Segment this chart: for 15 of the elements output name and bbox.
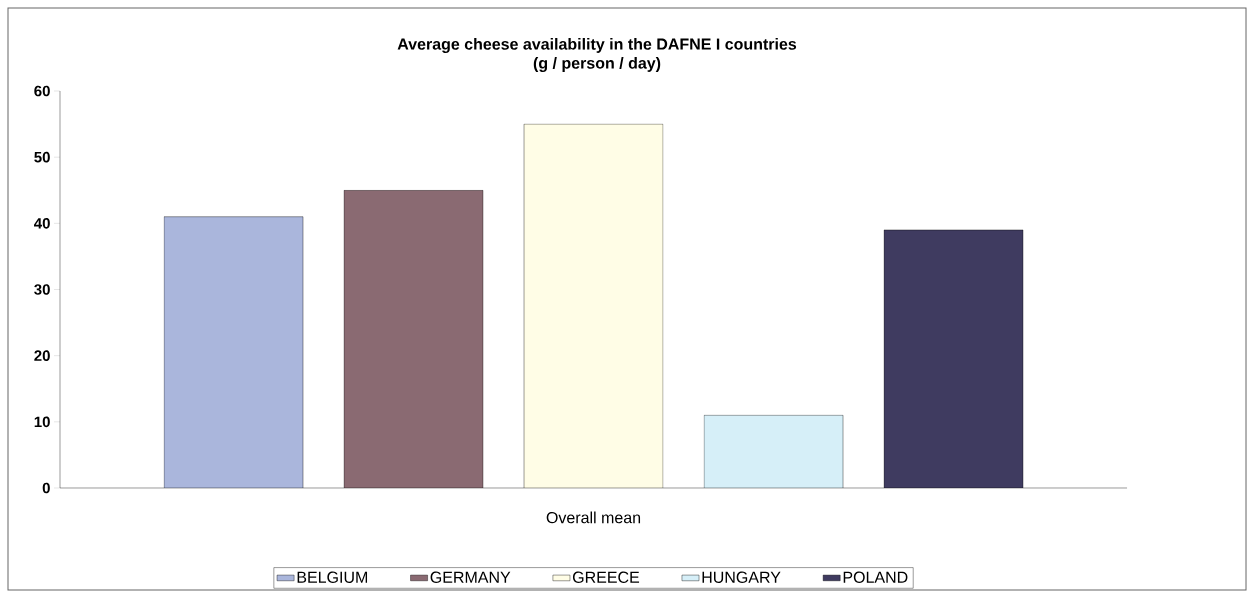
y-tick-label: 60 — [34, 85, 50, 97]
y-tick-label: 30 — [34, 284, 50, 295]
y-tick-label: 40 — [34, 218, 50, 229]
chart-subtitle: (g / person / day) — [533, 57, 661, 72]
y-tick-label: 0 — [42, 482, 50, 494]
legend-label: BELGIUM — [297, 571, 368, 583]
x-tick-label: Overall mean — [546, 511, 641, 524]
chart-title: Average cheese availability in the DAFNE I countries — [397, 38, 797, 53]
legend-label: HUNGARY — [702, 571, 781, 583]
legend-label: GREECE — [572, 571, 640, 583]
y-tick-label: 50 — [34, 151, 50, 163]
y-tick-label: 20 — [34, 350, 50, 361]
legend-label: GERMANY — [430, 571, 511, 583]
y-tick-label: 10 — [34, 416, 50, 428]
legend-label: POLAND — [843, 571, 908, 583]
